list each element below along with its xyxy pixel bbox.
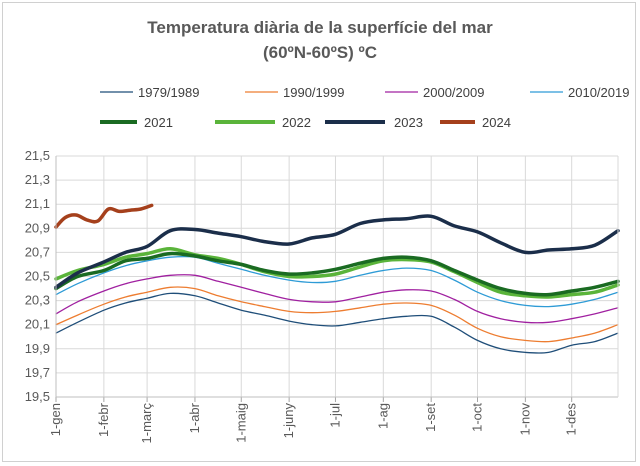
y-tick-label: 20,1 <box>25 317 50 332</box>
y-tick-label: 20,3 <box>25 293 50 308</box>
axes: 19,5 19,7 19,9 20,1 20,3 20,5 20,7 20,9 21,1 21,3… <box>25 148 619 444</box>
series-line-2021 <box>54 251 620 297</box>
y-tick-label: 21,3 <box>25 172 50 187</box>
series-line-2022 <box>54 247 620 299</box>
y-tick-label: 20,9 <box>25 220 50 235</box>
legend: 1979/1989 1990/1999 2000/2009 2010/2019 2021… <box>100 85 629 130</box>
x-tick-label: 1-febr <box>96 402 111 437</box>
series-line-1979-1989 <box>55 292 619 354</box>
x-tick-label: 1-gen <box>48 403 63 436</box>
legend-label-1979-1989: 1979/1989 <box>138 85 199 100</box>
legend-label-2010-2019: 2010/2019 <box>568 85 629 100</box>
y-tick-label: 20,5 <box>25 269 50 284</box>
legend-label-2000-2009: 2000/2009 <box>423 85 484 100</box>
series-line-1990-1999 <box>55 286 619 343</box>
legend-label-2021: 2021 <box>144 115 173 130</box>
x-tick-label: 1-abr <box>187 402 202 433</box>
legend-label-2022: 2022 <box>282 115 311 130</box>
y-tick-label: 19,7 <box>25 365 50 380</box>
x-tick-label: 1-ag <box>375 403 390 429</box>
series-line-2010-2019 <box>55 255 619 308</box>
series-lines <box>54 203 620 354</box>
y-tick-label: 19,9 <box>25 341 50 356</box>
series-line-2024 <box>54 203 154 229</box>
x-tick-label: 1-des <box>564 403 579 436</box>
series-line-2023 <box>54 214 620 290</box>
y-tick-label: 19,5 <box>25 389 50 404</box>
chart-title: Temperatura diària de la superfície del … <box>147 18 493 37</box>
x-tick-label: 1-set <box>423 403 438 432</box>
x-tick-label: 1-juny <box>281 403 296 439</box>
chart-subtitle: (60ºN-60ºS) ºC <box>262 43 378 62</box>
x-tick-label: 1-març <box>139 403 154 444</box>
series-line-2000-2009 <box>55 274 619 324</box>
x-tick-label: 1-maig <box>233 403 248 443</box>
chart-frame <box>2 2 636 462</box>
legend-label-2023: 2023 <box>394 115 423 130</box>
y-tick-label: 20,7 <box>25 244 50 259</box>
legend-label-2024: 2024 <box>482 115 511 130</box>
x-tick-label: 1-oct <box>470 403 485 432</box>
x-tick-label: 1-jul <box>327 403 342 428</box>
y-tick-label: 21,1 <box>25 196 50 211</box>
x-tick-label: 1-nov <box>517 403 532 436</box>
legend-label-1990-1999: 1990/1999 <box>283 85 344 100</box>
y-tick-label: 21,5 <box>25 148 50 163</box>
grid-lines <box>55 155 618 398</box>
